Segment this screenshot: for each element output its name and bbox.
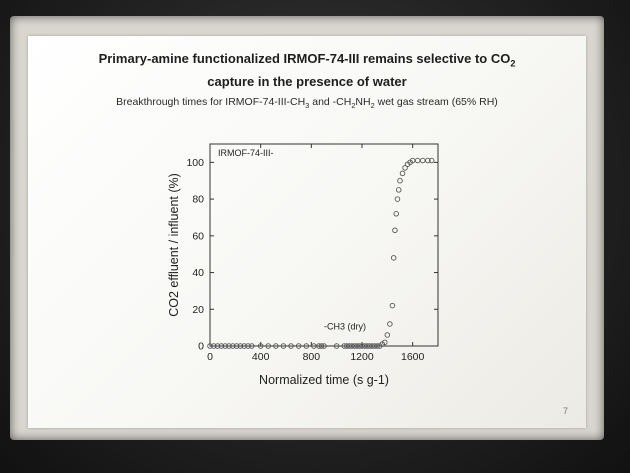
data-point-s0-37 <box>374 343 380 349</box>
data-point-s0-10 <box>245 343 251 349</box>
data-point-s0-57 <box>425 157 431 164</box>
page-number: 7 <box>562 406 568 416</box>
data-point-s0-31 <box>359 343 365 349</box>
breakthrough-chart: 0 400 800 1200 1600 0 20 40 60 80 100 Normalized ti… <box>138 130 478 390</box>
data-point-s0-14 <box>273 343 279 349</box>
x-tick-label-4: 1600 <box>401 351 425 363</box>
subtitle-part3: NH <box>355 96 371 108</box>
data-point-s0-3 <box>218 343 225 349</box>
x-tick-label-1: 400 <box>252 351 270 363</box>
data-point-s0-1 <box>211 343 217 349</box>
chart-svg: 0 400 800 1200 1600 0 20 40 60 80 100 Normalized ti… <box>167 143 439 387</box>
data-point-s0-42 <box>387 321 393 327</box>
y-tick-label-1: 20 <box>192 304 204 316</box>
data-point-s0-54 <box>409 157 416 164</box>
subtitle-sub2: 2 <box>351 101 356 111</box>
data-point-s0-50 <box>399 170 406 177</box>
x-axis-label: Normalized time (s g-1) <box>259 373 389 387</box>
data-point-s0-29 <box>354 343 360 349</box>
data-point-s0-15 <box>280 343 287 349</box>
data-point-s0-0 <box>207 343 213 349</box>
data-point-s0-33 <box>364 343 370 349</box>
data-point-s0-27 <box>349 343 355 349</box>
slide-title-line1: Primary-amine functionalized IRMOF-74-II… <box>28 50 586 73</box>
data-point-s0-55 <box>414 157 421 164</box>
data-point-s0-16 <box>288 343 294 349</box>
data-point-s0-6 <box>230 343 236 349</box>
data-point-s0-41 <box>384 332 391 338</box>
data-point-s0-43 <box>389 302 396 309</box>
slide-subtitle: Breakthrough times for IRMOF-74-III-CH3 … <box>28 96 586 110</box>
annotation-irmof: IRMOF-74-III- <box>218 148 274 158</box>
data-point-s0-49 <box>397 177 403 184</box>
data-point-s0-47 <box>394 196 401 202</box>
annotation-ch3-dry: -CH3 (dry) <box>324 321 366 331</box>
data-point-s0-35 <box>369 343 375 349</box>
y-tick-label-5: 100 <box>186 157 204 169</box>
data-point-s0-5 <box>226 343 232 349</box>
data-point-s0-44 <box>390 255 397 261</box>
data-point-s0-58 <box>428 157 435 164</box>
y-tick-label-3: 60 <box>192 230 204 242</box>
title-line1-subscript: 2 <box>510 58 516 69</box>
data-point-s0-25 <box>344 343 350 349</box>
data-point-s0-22 <box>321 343 327 349</box>
data-point-s0-26 <box>346 343 353 349</box>
data-point-s0-56 <box>420 157 426 164</box>
data-point-s0-13 <box>265 343 272 349</box>
data-point-s0-2 <box>214 343 221 349</box>
data-point-s0-46 <box>393 211 399 217</box>
data-point-s0-24 <box>341 343 348 349</box>
x-tick-label-0: 0 <box>207 351 213 363</box>
subtitle-sub3: 2 <box>370 101 375 111</box>
data-point-s0-36 <box>371 343 378 349</box>
data-point-s0-51 <box>402 165 408 171</box>
data-point-s0-23 <box>333 343 340 349</box>
plot-frame <box>209 143 439 347</box>
data-point-s0-32 <box>361 343 368 349</box>
data-point-s0-34 <box>366 343 373 349</box>
subtitle-part2: and -CH <box>309 96 352 108</box>
y-tick-label-4: 80 <box>192 194 204 206</box>
data-point-s0-8 <box>237 343 244 349</box>
data-point-s0-21 <box>318 343 325 349</box>
subtitle-sub1: 3 <box>305 101 310 111</box>
data-point-s0-48 <box>395 187 402 193</box>
x-tick-label-3: 1200 <box>350 351 374 363</box>
data-point-s0-12 <box>257 343 264 349</box>
data-point-s0-20 <box>316 343 322 349</box>
y-tick-label-0: 0 <box>198 341 204 353</box>
x-tick-label-2: 800 <box>303 351 321 363</box>
data-point-s0-7 <box>233 343 240 349</box>
slide-title-line2: capture in the presence of water <box>207 73 407 89</box>
title-line1-text: Primary-amine functionalized IRMOF-74-II… <box>98 51 511 66</box>
y-tick-label-2: 40 <box>192 267 204 279</box>
subtitle-part4: wet gas stream (65% RH) <box>374 96 498 108</box>
slide-title: Primary-amine functionalized IRMOF-74-II… <box>28 50 586 91</box>
data-point-s0-18 <box>303 343 310 349</box>
presentation-slide: Primary-amine functionalized IRMOF-74-II… <box>28 36 586 428</box>
y-axis-label: CO2 effluent / influent (%) <box>167 173 181 317</box>
data-point-s0-4 <box>222 343 228 349</box>
data-point-s0-45 <box>392 227 398 234</box>
data-point-s0-19 <box>311 343 317 349</box>
data-point-s0-40 <box>382 339 388 346</box>
data-point-s0-30 <box>356 343 363 349</box>
data-point-s0-9 <box>241 343 247 349</box>
data-point-s0-28 <box>351 343 358 349</box>
subtitle-part1: Breakthrough times for IRMOF-74-III-CH <box>116 96 306 108</box>
data-point-s0-17 <box>295 343 302 349</box>
data-point-s0-11 <box>249 343 255 349</box>
